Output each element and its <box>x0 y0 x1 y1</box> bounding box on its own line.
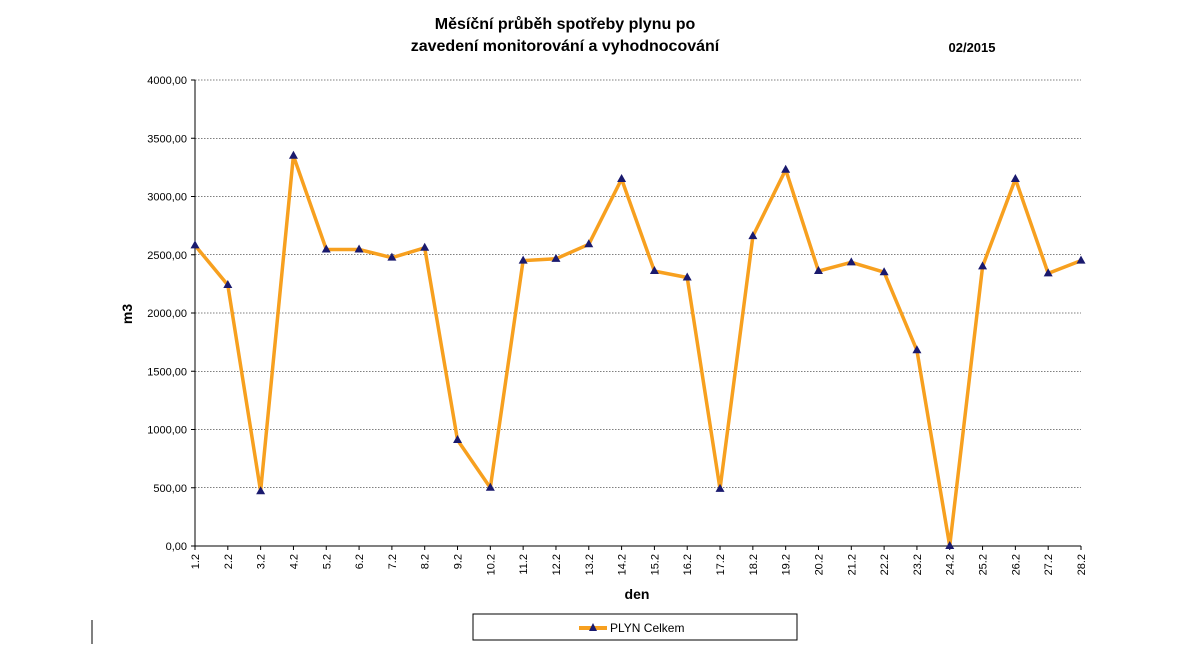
chart-title-line-1: Měsíční průběh spotřeby plynu po <box>435 16 696 33</box>
x-tick-label: 15.2 <box>649 554 661 575</box>
data-point-marker <box>978 261 988 270</box>
data-point-marker <box>649 266 659 275</box>
data-point-marker <box>1010 174 1020 183</box>
x-tick-label: 5.2 <box>321 554 333 569</box>
x-tick-labels: 1.2 2.2 3.2 4.2 5.2 6.2 7.2 8.2 9.2 10.2 11.2 12.2 1… <box>190 554 1088 575</box>
data-point-marker <box>617 174 627 183</box>
data-point-marker <box>518 255 528 264</box>
series-line <box>193 153 1083 548</box>
data-point-marker <box>682 272 692 281</box>
x-tick-label: 19.2 <box>781 554 793 575</box>
x-tick-label: 6.2 <box>354 554 366 569</box>
data-point-marker <box>453 434 463 443</box>
y-axis-title: m3 <box>119 304 135 324</box>
x-tick-label: 17.2 <box>715 554 727 575</box>
data-point-marker <box>223 280 233 289</box>
x-tick-label: 26.2 <box>1010 554 1022 575</box>
y-tick-label: 500,00 <box>153 483 187 495</box>
data-point-marker <box>584 239 594 248</box>
data-point-marker <box>354 244 364 253</box>
y-tick-labels: 0,00 500,00 1000,00 1500,00 2000,00 2500,00 30… <box>147 75 187 553</box>
data-point-marker <box>748 231 758 240</box>
x-tick-label: 23.2 <box>912 554 924 575</box>
y-tick-label: 1500,00 <box>147 366 187 378</box>
period-label: 02/2015 <box>949 40 996 55</box>
x-tick-label: 12.2 <box>551 554 563 575</box>
x-tick-label: 1.2 <box>190 554 202 569</box>
x-tick-label: 27.2 <box>1043 554 1055 575</box>
legend-marker-swatch <box>589 623 597 631</box>
x-tick-label: 9.2 <box>453 554 465 569</box>
data-point-marker <box>190 240 200 249</box>
x-tick-label: 21.2 <box>846 554 858 575</box>
series-plyn-celkem <box>190 150 1086 549</box>
axes <box>191 79 1082 550</box>
x-tick-label: 13.2 <box>584 554 596 575</box>
x-tick-label: 24.2 <box>945 554 957 575</box>
x-tick-label: 22.2 <box>879 554 891 575</box>
x-tick-label: 7.2 <box>387 554 399 569</box>
y-tick-label: 2000,00 <box>147 308 187 320</box>
data-point-marker <box>1076 255 1086 264</box>
data-point-marker <box>551 253 561 262</box>
x-tick-label: 18.2 <box>748 554 760 575</box>
x-tick-label: 10.2 <box>485 554 497 575</box>
data-point-marker <box>420 242 430 251</box>
data-point-marker <box>945 541 955 549</box>
x-tick-label: 11.2 <box>518 554 530 575</box>
x-tick-label: 8.2 <box>420 554 432 569</box>
data-point-marker <box>256 486 266 495</box>
data-point-marker <box>321 244 331 253</box>
x-tick-label: 3.2 <box>256 554 268 569</box>
x-axis-title: den <box>625 586 650 602</box>
data-point-marker <box>288 150 298 159</box>
y-tick-label: 3000,00 <box>147 192 187 204</box>
data-point-marker <box>846 257 856 266</box>
data-point-marker <box>715 483 725 492</box>
y-tick-label: 1000,00 <box>147 425 187 437</box>
y-tick-label: 4000,00 <box>147 75 187 87</box>
chart-title-line-2: zavedení monitorování a vyhodnocování <box>411 38 720 55</box>
data-point-marker <box>485 482 495 491</box>
y-tick-label: 2500,00 <box>147 250 187 262</box>
x-tick-label: 4.2 <box>288 554 300 569</box>
data-point-marker <box>781 164 791 173</box>
legend: PLYN Celkem <box>472 613 798 641</box>
data-point-marker <box>879 267 889 276</box>
gridlines <box>195 79 1081 489</box>
data-point-marker <box>813 266 823 275</box>
x-tick-label: 28.2 <box>1076 554 1088 575</box>
y-tick-label: 0,00 <box>166 541 187 553</box>
x-tick-label: 2.2 <box>223 554 235 569</box>
data-point-marker <box>387 252 397 261</box>
data-point-marker <box>1043 268 1053 277</box>
x-tick-label: 25.2 <box>978 554 990 575</box>
x-tick-label: 20.2 <box>813 554 825 575</box>
x-tick-label: 16.2 <box>682 554 694 575</box>
y-tick-label: 3500,00 <box>147 133 187 145</box>
legend-label: PLYN Celkem <box>610 621 684 635</box>
legend-box <box>472 613 798 641</box>
data-point-marker <box>912 345 922 354</box>
x-tick-label: 14.2 <box>617 554 629 575</box>
